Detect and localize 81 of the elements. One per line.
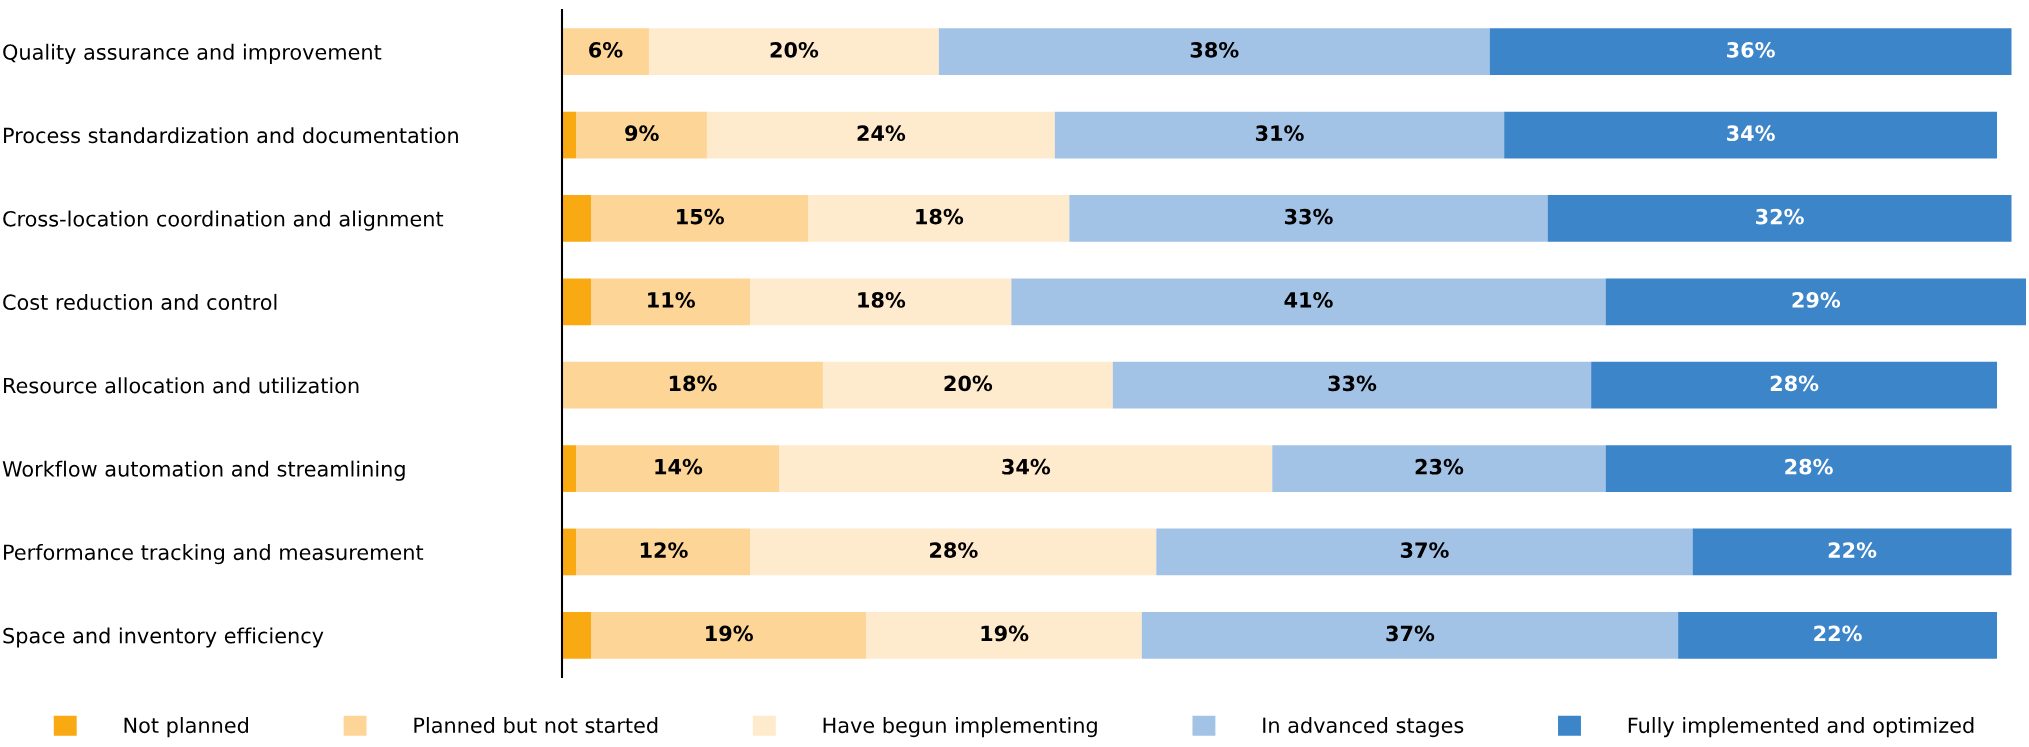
data-label: 28%: [1770, 375, 1819, 392]
bar: [706, 111, 1055, 159]
bar: [1112, 361, 1592, 409]
data-label: 38%: [1190, 41, 1239, 58]
bar: [590, 195, 809, 242]
data-label: 9%: [625, 125, 659, 142]
y-tick-label: Quality assurance and improvement: [3, 43, 382, 64]
data-label: 34%: [1727, 125, 1775, 142]
bar: [1605, 278, 2026, 326]
legend-label: Fully implemented and optimized: [1628, 717, 1974, 738]
bar: [1489, 28, 2012, 76]
data-label: 12%: [640, 542, 688, 558]
data-label: 29%: [1792, 292, 1841, 308]
bar: [779, 445, 1273, 492]
data-label: 6%: [589, 41, 623, 58]
y-tick-label: Cost reduction and control: [3, 293, 277, 311]
bar: [590, 611, 867, 659]
bar: [648, 28, 939, 76]
bar: [1011, 278, 1606, 326]
data-label: 23%: [1415, 458, 1464, 475]
data-label: 18%: [916, 208, 964, 225]
bar: [562, 28, 649, 76]
y-tick-label: Performance tracking and measurement: [4, 544, 424, 565]
y-tick-label: Resource allocation and utilization: [4, 377, 359, 394]
data-label: 37%: [1400, 542, 1449, 558]
data-label: 15%: [677, 208, 724, 225]
bar: [822, 361, 1113, 409]
data-label: 20%: [944, 375, 993, 392]
data-label: 28%: [930, 542, 978, 558]
data-label: 28%: [1785, 458, 1833, 475]
data-label: 37%: [1386, 625, 1435, 642]
data-label: 14%: [655, 458, 703, 475]
data-label: 18%: [858, 292, 906, 308]
bar: [562, 361, 823, 409]
bar: [1054, 111, 1505, 159]
bar: [750, 528, 1157, 576]
y-tick-label: Space and inventory efficiency: [3, 627, 324, 648]
data-label: 18%: [669, 375, 717, 392]
bar: [576, 528, 751, 576]
bar: [1141, 611, 1679, 659]
bar: [1272, 445, 1606, 492]
bar: [1591, 361, 1998, 409]
data-label: 41%: [1284, 292, 1333, 308]
bar: [1678, 611, 1998, 659]
bar: [750, 278, 1012, 326]
bar: [1605, 445, 2012, 492]
bar: [562, 195, 591, 242]
bar: [808, 195, 1070, 242]
data-label: 20%: [770, 41, 819, 58]
legend-label: In advanced stages: [1263, 717, 1464, 738]
y-tick-label: Process standardization and documentation: [4, 127, 458, 144]
data-label: 19%: [981, 625, 1029, 642]
legend-label: Have begun implementing: [823, 717, 1097, 738]
bar: [590, 278, 751, 326]
bar: [866, 611, 1142, 659]
bar: [1504, 111, 1998, 159]
bar: [562, 445, 577, 492]
data-label: 34%: [1002, 458, 1051, 475]
y-tick-label: Cross-location coordination and alignment: [3, 210, 444, 231]
bar: [1156, 528, 1693, 576]
bar: [576, 111, 707, 159]
y-tick-label: Workflow automation and streamlining: [2, 460, 405, 481]
data-label: 31%: [1255, 125, 1304, 142]
data-label: 32%: [1756, 208, 1804, 225]
data-label: 24%: [857, 125, 906, 142]
data-label: 22%: [1828, 542, 1877, 558]
data-label: 33%: [1328, 375, 1377, 392]
data-label: 33%: [1284, 208, 1333, 225]
bar: [1069, 195, 1548, 242]
data-label: 36%: [1727, 41, 1775, 58]
bar: [562, 611, 591, 659]
legend-label: Planned but not started: [414, 717, 658, 734]
bar: [1547, 195, 2012, 242]
bar: [1692, 528, 2012, 576]
data-label: 19%: [706, 625, 753, 642]
bar: [562, 278, 591, 326]
bar: [576, 445, 780, 492]
data-label: 11%: [648, 292, 695, 308]
legend-label: Not planned: [124, 717, 248, 738]
bar: [938, 28, 1490, 76]
data-label: 22%: [1814, 625, 1862, 642]
